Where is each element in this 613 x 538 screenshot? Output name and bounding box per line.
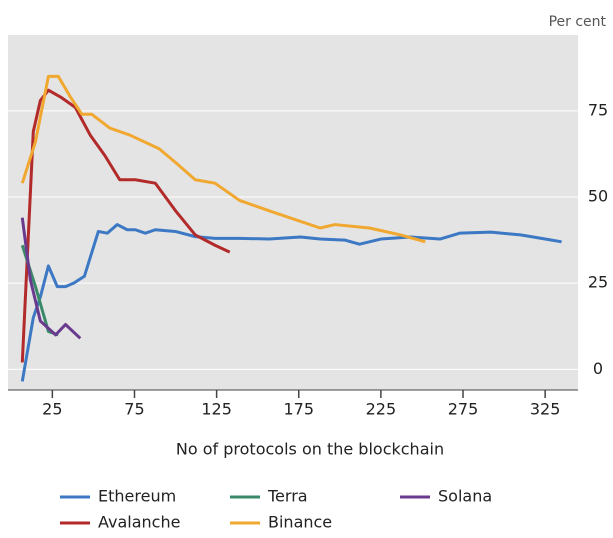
y-unit-label: Per cent <box>549 14 607 30</box>
x-tick-label: 225 <box>366 400 397 419</box>
x-tick-label: 125 <box>201 400 232 419</box>
legend-label: Avalanche <box>98 513 180 532</box>
legend-label: Ethereum <box>98 487 176 506</box>
y-tick-label: 75 <box>588 100 608 119</box>
plot-area <box>8 35 578 390</box>
x-tick-label: 175 <box>283 400 314 419</box>
x-tick-label: 275 <box>448 400 479 419</box>
legend-label: Terra <box>267 487 308 506</box>
series-line <box>20 217 82 340</box>
series-line <box>20 223 562 382</box>
legend-label: Binance <box>268 513 332 532</box>
x-tick-label: 75 <box>124 400 144 419</box>
y-tick-label: 50 <box>588 186 608 205</box>
series-line <box>20 74 426 244</box>
x-tick-label: 325 <box>530 400 561 419</box>
x-axis-label: No of protocols on the blockchain <box>176 440 444 459</box>
x-tick-label: 25 <box>42 400 62 419</box>
y-tick-label: 0 <box>593 359 603 378</box>
y-tick-label: 25 <box>588 273 608 292</box>
legend-label: Solana <box>438 487 492 506</box>
